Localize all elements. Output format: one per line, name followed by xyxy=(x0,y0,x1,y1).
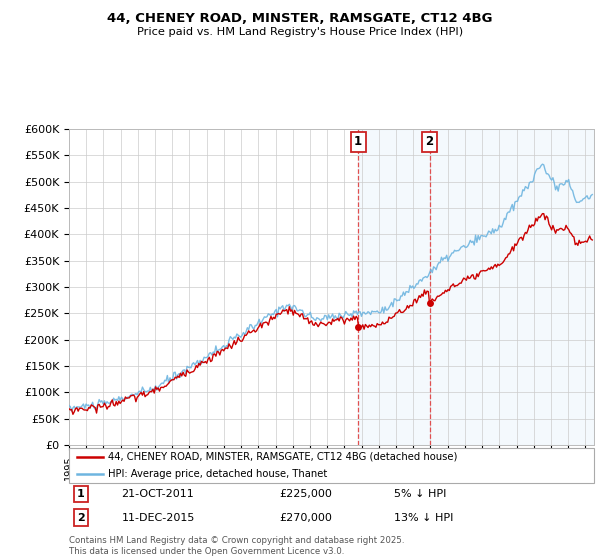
Text: 13% ↓ HPI: 13% ↓ HPI xyxy=(395,512,454,522)
Bar xyxy=(358,129,594,445)
Text: 11-DEC-2015: 11-DEC-2015 xyxy=(121,512,195,522)
Text: 2: 2 xyxy=(77,512,85,522)
Text: HPI: Average price, detached house, Thanet: HPI: Average price, detached house, Than… xyxy=(109,469,328,479)
Text: £270,000: £270,000 xyxy=(279,512,332,522)
FancyBboxPatch shape xyxy=(69,448,594,483)
Text: 1: 1 xyxy=(77,489,85,500)
Text: 2: 2 xyxy=(425,136,434,148)
Text: 21-OCT-2011: 21-OCT-2011 xyxy=(121,489,194,500)
Text: £225,000: £225,000 xyxy=(279,489,332,500)
Text: Price paid vs. HM Land Registry's House Price Index (HPI): Price paid vs. HM Land Registry's House … xyxy=(137,27,463,37)
Text: 1: 1 xyxy=(354,136,362,148)
Text: 5% ↓ HPI: 5% ↓ HPI xyxy=(395,489,447,500)
Text: 44, CHENEY ROAD, MINSTER, RAMSGATE, CT12 4BG (detached house): 44, CHENEY ROAD, MINSTER, RAMSGATE, CT12… xyxy=(109,452,458,461)
Text: Contains HM Land Registry data © Crown copyright and database right 2025.
This d: Contains HM Land Registry data © Crown c… xyxy=(69,536,404,556)
Text: 44, CHENEY ROAD, MINSTER, RAMSGATE, CT12 4BG: 44, CHENEY ROAD, MINSTER, RAMSGATE, CT12… xyxy=(107,12,493,25)
